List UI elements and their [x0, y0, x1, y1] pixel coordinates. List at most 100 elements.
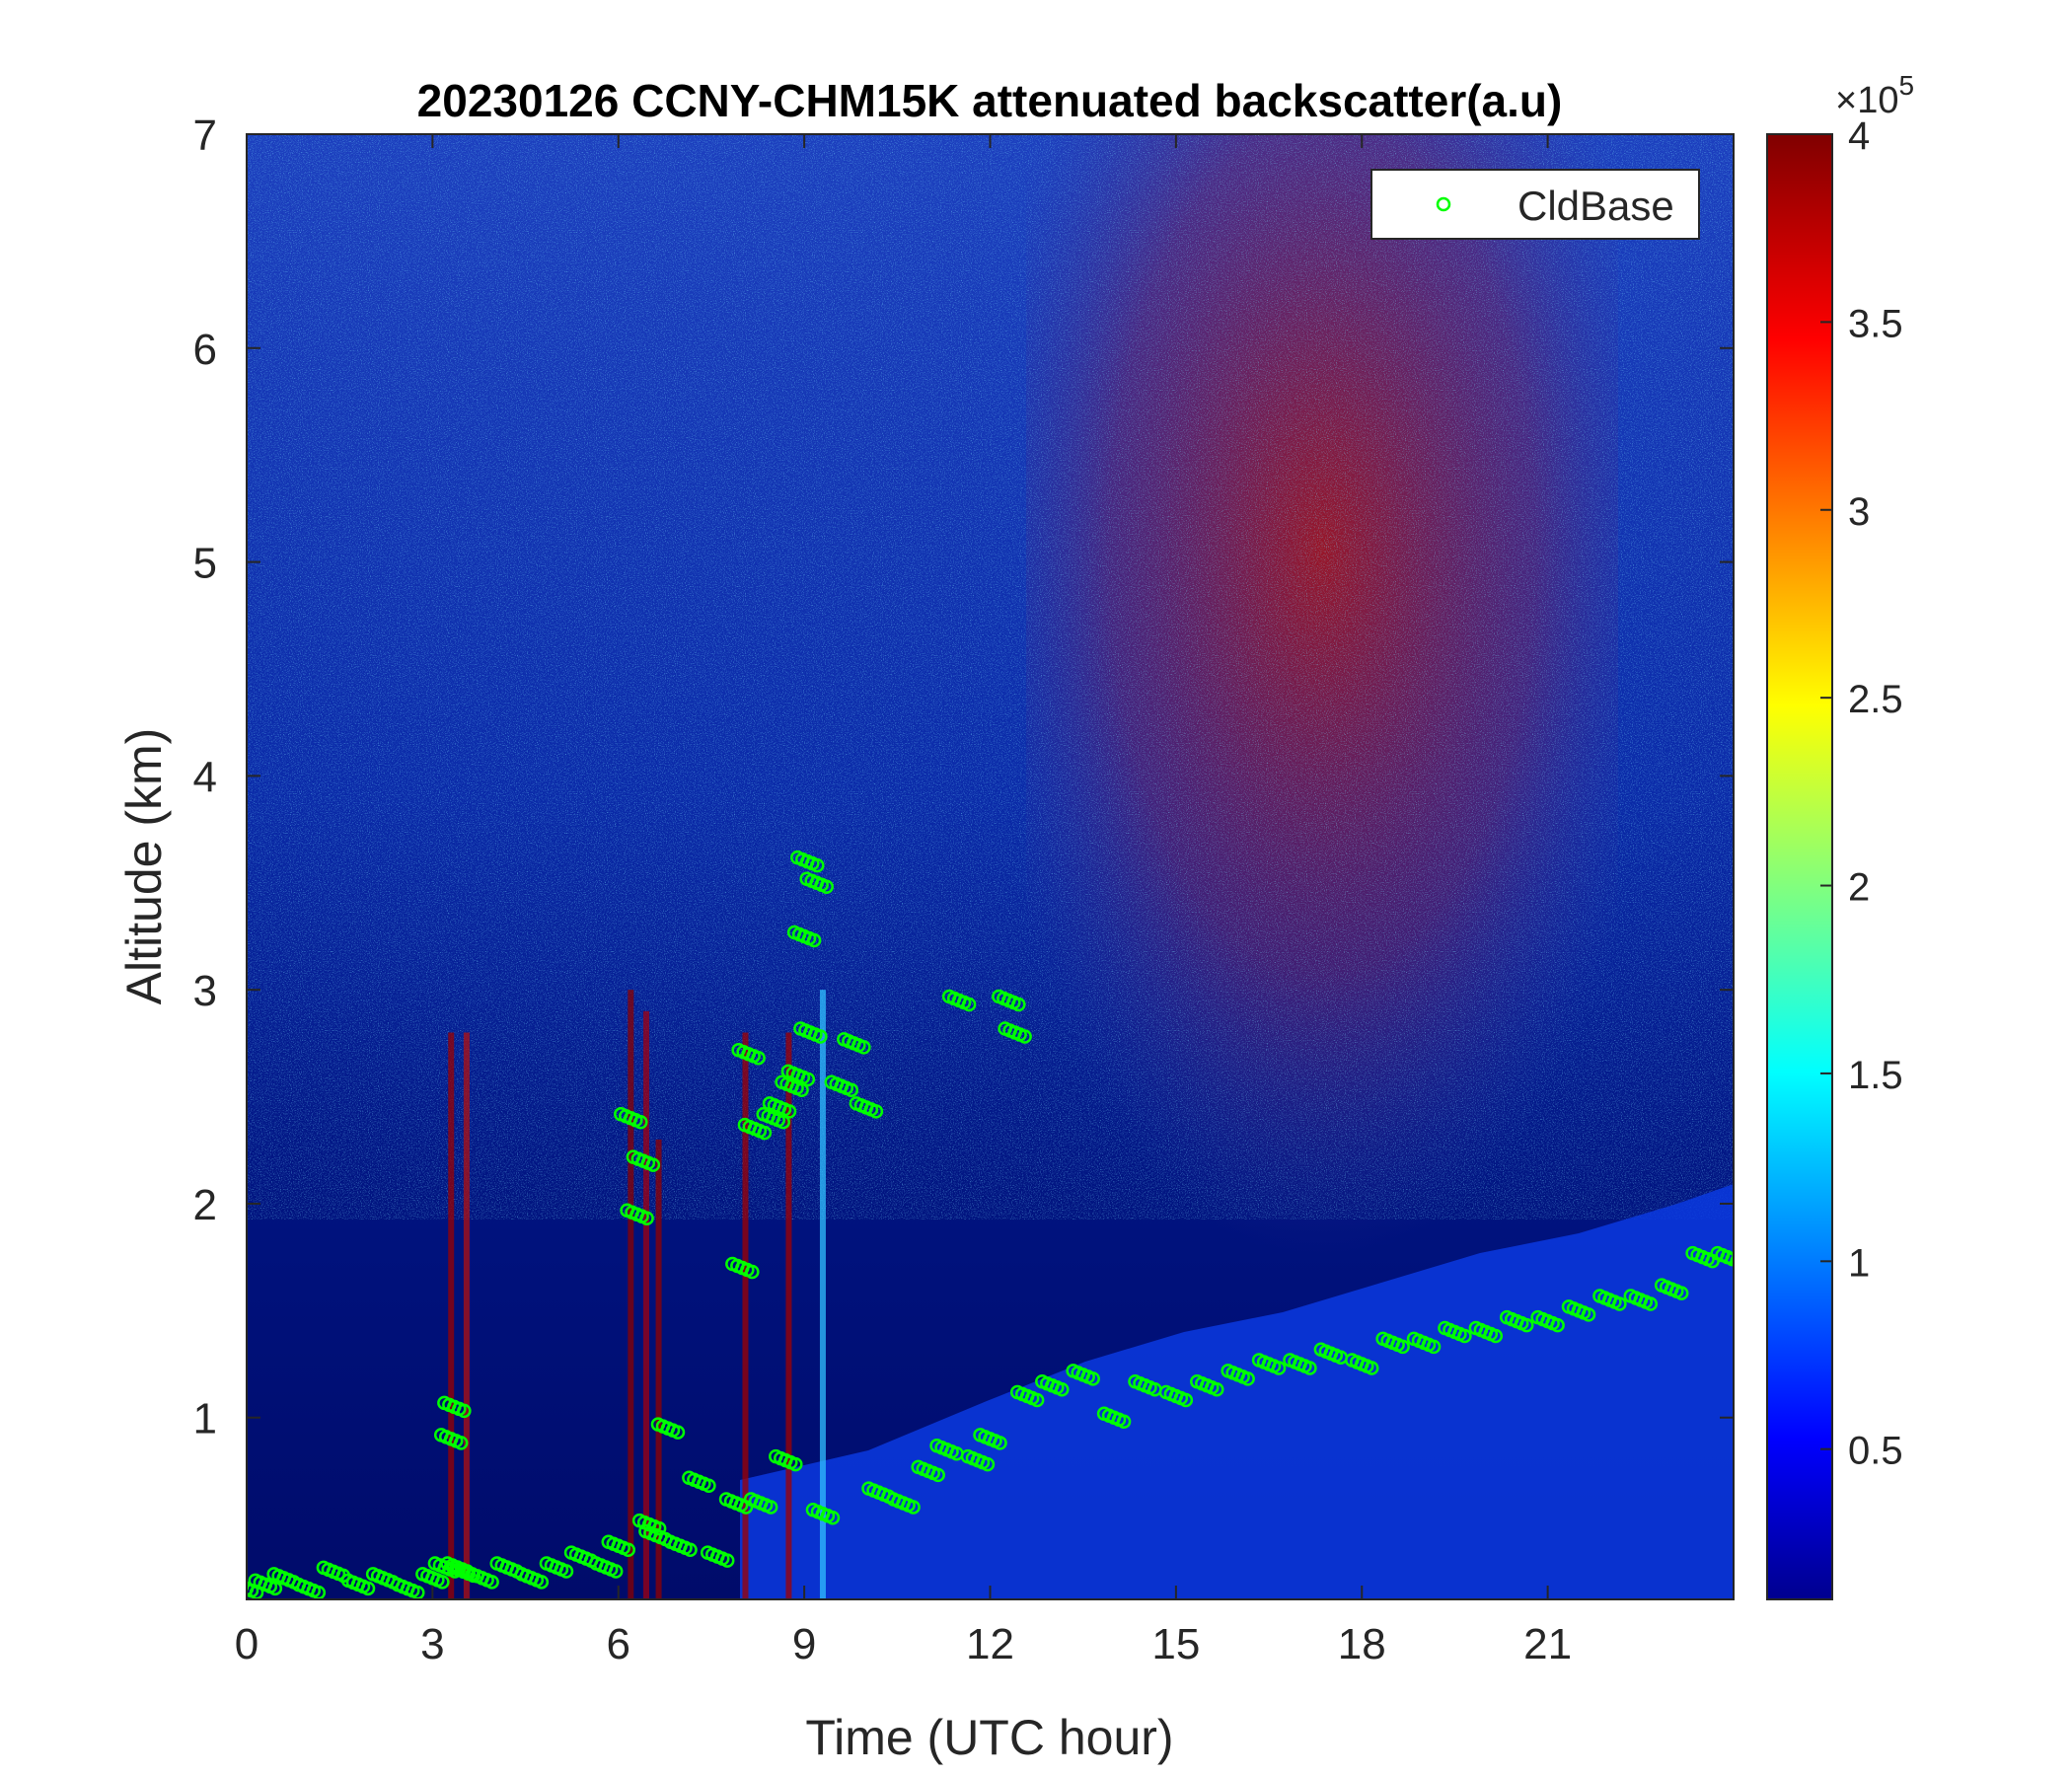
- y-axis-ticks: 1 2 3 4 5 6 7: [193, 111, 1734, 1443]
- legend-label: CldBase: [1517, 183, 1674, 229]
- cldbase-point: [435, 1575, 450, 1590]
- cldbase-point: [813, 1029, 828, 1044]
- x-tick-label: 3: [420, 1620, 444, 1668]
- x-tick-label: 9: [792, 1620, 816, 1668]
- fall-streak: [819, 990, 826, 1599]
- cldbase-point: [757, 1125, 773, 1141]
- cldbase-point: [1612, 1296, 1627, 1311]
- y-tick-label: 2: [193, 1181, 217, 1229]
- cldbase-point: [868, 1104, 884, 1119]
- x-tick-label: 12: [966, 1620, 1014, 1668]
- x-tick-label: 21: [1523, 1620, 1572, 1668]
- x-axis-ticks: 0 3 6 9 12 15 18 21: [235, 134, 1572, 1668]
- cldbase-point: [453, 1436, 469, 1450]
- heatmap-lower-boundary-layer: [740, 1184, 1734, 1599]
- chart-title: 20230126 CCNY-CHM15K attenuated backscat…: [417, 75, 1563, 126]
- cldbase-point: [1271, 1361, 1287, 1375]
- y-tick-label: 5: [193, 540, 217, 588]
- cldbase-point: [906, 1500, 921, 1515]
- cldbase-point: [670, 1425, 686, 1440]
- cldbase-point: [683, 1542, 698, 1558]
- fall-streak: [742, 1032, 749, 1599]
- cldbase-point: [621, 1542, 635, 1558]
- cldbase-point: [1581, 1307, 1596, 1322]
- cldbase-point: [930, 1467, 945, 1483]
- y-tick-label: 6: [193, 326, 217, 374]
- cldbase-point: [781, 1104, 797, 1119]
- cldbase-point: [702, 1478, 716, 1494]
- cldbase-point: [961, 997, 977, 1012]
- cldbase-point: [1029, 1392, 1045, 1408]
- colorbar: 0.5 1 1.5 2 2.5 3 3.5 4 ×105: [1766, 70, 1914, 1600]
- cldbase-point: [1017, 1029, 1032, 1044]
- cldbase-point: [763, 1500, 778, 1515]
- y-tick-label: 3: [193, 967, 217, 1015]
- cldbase-point: [1550, 1317, 1565, 1333]
- colorbar-ticks: 0.5 1 1.5 2 2.5 3 3.5 4: [1820, 114, 1903, 1473]
- cldbase-point: [360, 1581, 376, 1596]
- fall-streak: [643, 1010, 650, 1599]
- cldbase-point: [819, 879, 834, 895]
- cldbase-points: [231, 850, 1734, 1599]
- colorbar-multiplier-base: ×10: [1835, 80, 1898, 121]
- cldbase-point: [1365, 1361, 1379, 1375]
- colorbar-tick-label: 0.5: [1848, 1430, 1903, 1473]
- cldbase-point: [558, 1564, 574, 1579]
- cldbase-point: [800, 1072, 816, 1087]
- y-axis-label: Altitude (km): [116, 728, 172, 1005]
- cldbase-point: [1210, 1381, 1224, 1397]
- vertical-streaks: [448, 990, 826, 1599]
- heatmap-speckle-noise: [247, 134, 1734, 1220]
- y-tick-label: 7: [193, 111, 217, 160]
- colorbar-multiplier-exponent: 5: [1898, 70, 1914, 101]
- cldbase-point: [810, 857, 825, 873]
- x-axis-label: Time (UTC hour): [805, 1710, 1173, 1765]
- colorbar-gradient: [1766, 133, 1833, 1600]
- cldbase-point: [457, 1403, 472, 1419]
- x-tick-label: 15: [1151, 1620, 1200, 1668]
- x-tick-label: 0: [235, 1620, 259, 1668]
- cldbase-point: [1426, 1339, 1442, 1355]
- cldbase-point: [1673, 1286, 1689, 1300]
- colorbar-tick-label: 3: [1848, 490, 1870, 534]
- x-tick-label: 18: [1338, 1620, 1386, 1668]
- cldbase-point: [534, 1575, 550, 1590]
- colorbar-tick-label: 1.5: [1848, 1054, 1903, 1097]
- cldbase-point: [231, 1579, 243, 1591]
- cldbase-point: [788, 1456, 803, 1472]
- cldbase-point: [1116, 1414, 1132, 1429]
- cldbase-point: [806, 932, 822, 948]
- colorbar-tick-label: 3.5: [1848, 302, 1903, 345]
- cldbase-point: [1518, 1317, 1534, 1333]
- cldbase-point: [267, 1581, 283, 1596]
- cldbase-point: [1302, 1361, 1317, 1375]
- cldbase-point: [844, 1082, 859, 1097]
- legend-box: [1370, 169, 1700, 240]
- cldbase-point: [645, 1157, 661, 1172]
- cldbase-point: [719, 1553, 735, 1568]
- fall-streak: [655, 1139, 662, 1599]
- cldbase-point: [1488, 1328, 1504, 1344]
- cldbase-point: [1055, 1381, 1070, 1397]
- y-tick-label: 1: [193, 1395, 217, 1443]
- cldbase-point: [1457, 1328, 1472, 1344]
- colorbar-tick-label: 2: [1848, 866, 1870, 910]
- cldbase-point: [1643, 1296, 1659, 1311]
- cldbase-point: [745, 1264, 760, 1280]
- cldbase-point: [751, 1050, 766, 1066]
- cldbase-point: [1085, 1371, 1100, 1386]
- cldbase-point: [633, 1114, 648, 1130]
- colorbar-tick-label: 2.5: [1848, 678, 1903, 721]
- cldbase-point: [1240, 1371, 1255, 1386]
- colorbar-tick-label: 4: [1848, 114, 1870, 158]
- fall-streak: [785, 1032, 792, 1599]
- y-tick-label: 4: [193, 753, 217, 801]
- fall-streak: [628, 990, 634, 1599]
- cldbase-point: [1395, 1339, 1410, 1355]
- cldbase-point: [1011, 997, 1026, 1012]
- x-tick-label: 6: [607, 1620, 630, 1668]
- fall-streak: [448, 1032, 455, 1599]
- cldbase-point: [639, 1211, 654, 1226]
- legend: CldBase: [1370, 169, 1700, 240]
